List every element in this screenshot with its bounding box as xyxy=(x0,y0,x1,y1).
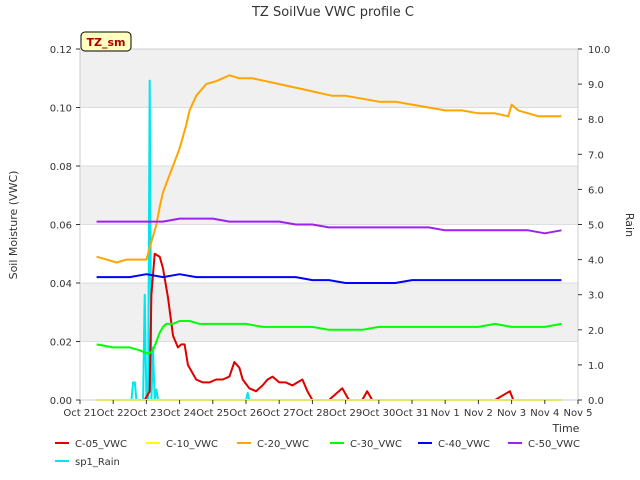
chart-title: TZ SoilVue VWC profile C xyxy=(251,5,414,20)
x-tick-label: Nov 4 xyxy=(530,408,559,419)
x-tick-label: Oct 26 xyxy=(229,408,262,419)
x-tick-label: Oct 22 xyxy=(97,408,130,419)
background-band xyxy=(80,341,578,400)
x-tick-label: Oct 25 xyxy=(196,408,229,419)
y-tick-label: 0.00 xyxy=(50,396,72,407)
legend: C-05_VWC C-10_VWC C-20_VWC C-30_VWC C-40_VWC… xyxy=(55,439,580,468)
legend-label: C-50_VWC xyxy=(528,439,580,450)
y2-tick-label: 1.0 xyxy=(588,361,604,372)
y-tick-label: 0.08 xyxy=(50,162,72,173)
background-band xyxy=(80,49,578,108)
y2-tick-label: 7.0 xyxy=(588,150,604,161)
x-tick-label: Nov 1 xyxy=(431,408,460,419)
y2-tick-label: 4.0 xyxy=(588,256,604,267)
y2-tick-label: 2.0 xyxy=(588,326,604,337)
legend-label: sp1_Rain xyxy=(75,457,120,468)
x-tick-label: Oct 21 xyxy=(63,408,96,419)
y2-tick-label: 3.0 xyxy=(588,291,604,302)
background-band xyxy=(80,283,578,342)
legend-label: C-20_VWC xyxy=(257,439,309,450)
series-line-c-20-vwc xyxy=(96,74,562,264)
x-tick-label: Oct 31 xyxy=(395,408,428,419)
legend-item: C-20_VWC xyxy=(237,439,309,450)
x-tick-label: Oct 30 xyxy=(362,408,395,419)
y2-tick-label: 6.0 xyxy=(588,185,604,196)
y2-tick-label: 0.0 xyxy=(588,396,604,407)
series-line-c-50-vwc xyxy=(96,217,562,235)
x-tick-label: Nov 2 xyxy=(464,408,493,419)
series-line-c-40-vwc xyxy=(96,273,562,284)
y2-tick-label: 9.0 xyxy=(588,80,604,91)
y2-tick-label: 10.0 xyxy=(588,45,610,56)
x-axis-label: Time xyxy=(552,422,580,435)
x-tick-label: Oct 27 xyxy=(263,408,296,419)
legend-item: C-50_VWC xyxy=(508,439,580,450)
x-tick-label: Nov 5 xyxy=(563,408,592,419)
x-tick-label: Oct 29 xyxy=(329,408,362,419)
y-tick-label: 0.06 xyxy=(50,221,72,232)
legend-label: C-30_VWC xyxy=(350,439,402,450)
y-tick-label: 0.02 xyxy=(50,338,72,349)
site-label-box: TZ_sm xyxy=(80,31,132,52)
x-axis: Oct 21 Oct 22 Oct 23 Oct 24 Oct 25 Oct 26 Oct … xyxy=(63,400,593,419)
legend-item: C-30_VWC xyxy=(330,439,402,450)
y-tick-label: 0.10 xyxy=(50,104,72,115)
site-label: TZ_sm xyxy=(87,36,126,49)
y2-axis-label: Rain xyxy=(623,213,636,237)
x-tick-label: Oct 23 xyxy=(130,408,163,419)
left-axis: 0.00 0.02 0.04 0.06 0.08 0.10 0.12 xyxy=(50,45,80,407)
legend-item: C-40_VWC xyxy=(418,439,490,450)
legend-item: sp1_Rain xyxy=(55,457,120,468)
right-axis: 0.0 1.0 2.0 3.0 4.0 5.0 6.0 7.0 8.0 9.0 10.0 xyxy=(578,45,610,407)
y-tick-label: 0.04 xyxy=(50,279,72,290)
background-bands xyxy=(80,49,578,400)
series-line-c-30-vwc xyxy=(96,320,562,355)
x-tick-label: Oct 24 xyxy=(163,408,196,419)
legend-item: C-05_VWC xyxy=(55,439,127,450)
legend-label: C-40_VWC xyxy=(438,439,490,450)
legend-item: C-10_VWC xyxy=(146,439,218,450)
y2-tick-label: 8.0 xyxy=(588,115,604,126)
x-tick-label: Oct 28 xyxy=(296,408,329,419)
x-tick-label: Nov 3 xyxy=(497,408,526,419)
background-band xyxy=(80,107,578,166)
legend-label: C-05_VWC xyxy=(75,439,127,450)
background-band xyxy=(80,166,578,225)
y-axis-label: Soil Moisture (VWC) xyxy=(7,171,20,280)
legend-label: C-10_VWC xyxy=(166,439,218,450)
y2-tick-label: 5.0 xyxy=(588,221,604,232)
y-tick-label: 0.12 xyxy=(50,45,72,56)
